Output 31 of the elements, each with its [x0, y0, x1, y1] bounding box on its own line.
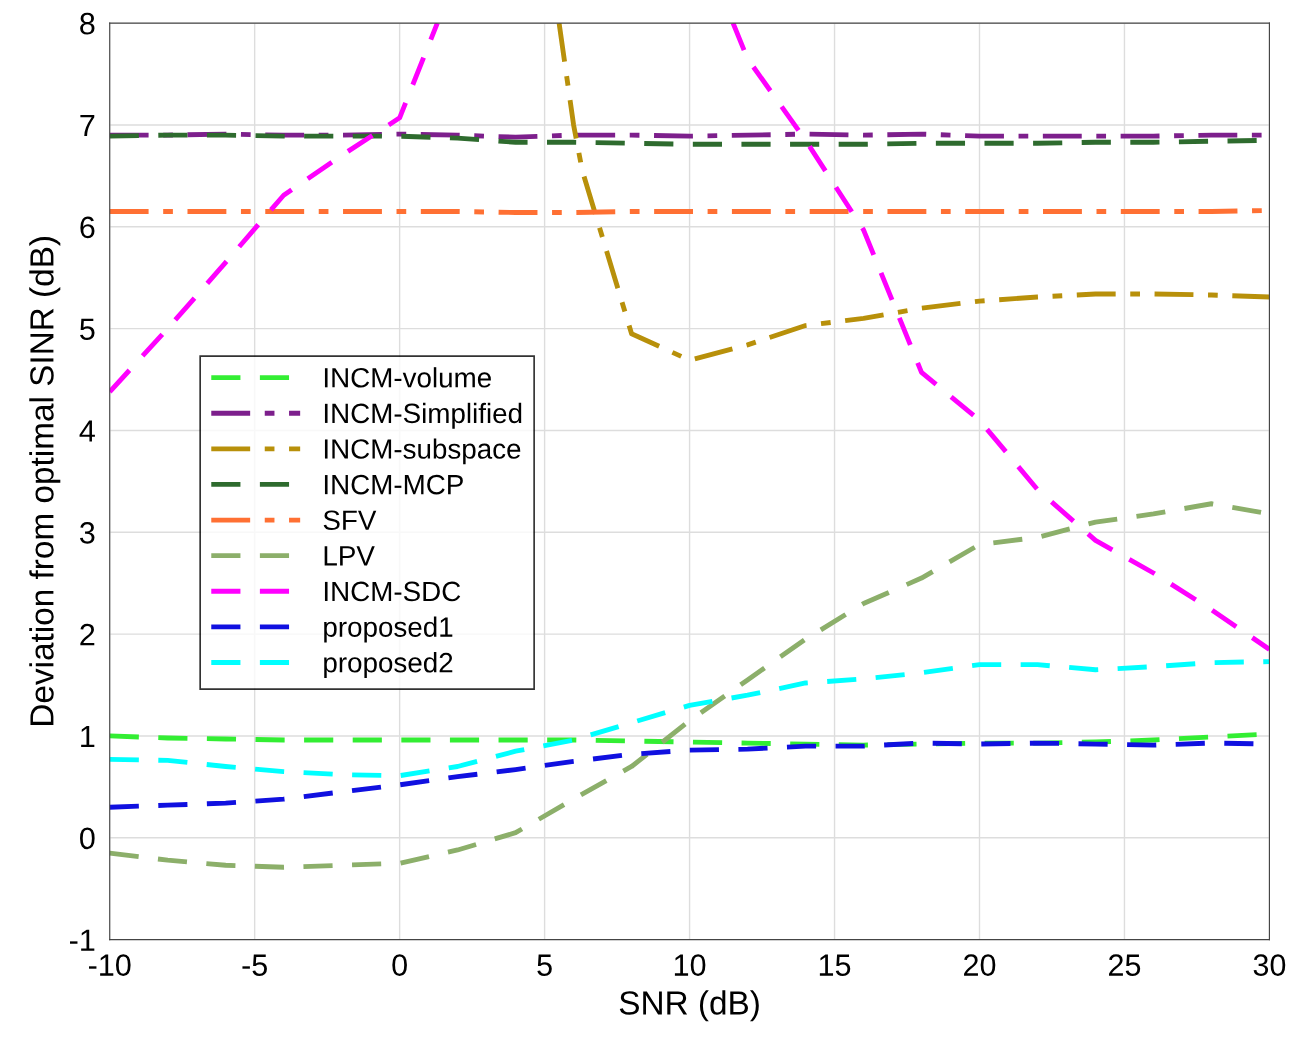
- x-tick-label: 0: [392, 954, 407, 976]
- x-tick-label: -10: [88, 954, 131, 976]
- legend-label: INCM-subspace: [324, 438, 521, 465]
- legend-label: SFV: [323, 510, 377, 531]
- x-tick-label: 20: [964, 954, 996, 976]
- x-tick-label: 5: [537, 954, 552, 976]
- legend-label: INCM-MCP: [324, 474, 463, 495]
- legend-label: INCM-SDC: [324, 581, 461, 602]
- x-axis-title: SNR (dB): [619, 990, 759, 1022]
- y-tick-label: 5: [80, 318, 95, 340]
- y-tick-label: -1: [70, 929, 95, 951]
- legend-label: proposed1: [324, 616, 453, 643]
- legend-label: proposed2: [324, 652, 453, 679]
- y-tick-label: 4: [79, 420, 95, 442]
- legend-label: INCM-Simplified: [324, 402, 522, 429]
- x-tick-label: 10: [674, 954, 706, 976]
- x-tick-label: -5: [242, 954, 267, 976]
- x-tick-label: 30: [1253, 954, 1286, 976]
- y-axis-title: Deviation from optimal SINR (dB): [29, 237, 61, 725]
- y-tick-label: 2: [80, 623, 95, 646]
- y-tick-label: 3: [79, 522, 95, 544]
- legend-label: LPV: [324, 546, 375, 566]
- line-series: [556, 23, 1270, 363]
- x-tick-label: 15: [819, 954, 851, 976]
- legend-label: INCM-volume: [324, 367, 491, 388]
- x-tick-label: 25: [1109, 954, 1141, 976]
- y-tick-label: 6: [80, 216, 95, 239]
- y-tick-label: 8: [80, 12, 95, 35]
- y-tick-label: 0: [80, 827, 95, 850]
- y-tick-label: 7: [80, 115, 95, 137]
- y-tick-label: 1: [81, 725, 95, 748]
